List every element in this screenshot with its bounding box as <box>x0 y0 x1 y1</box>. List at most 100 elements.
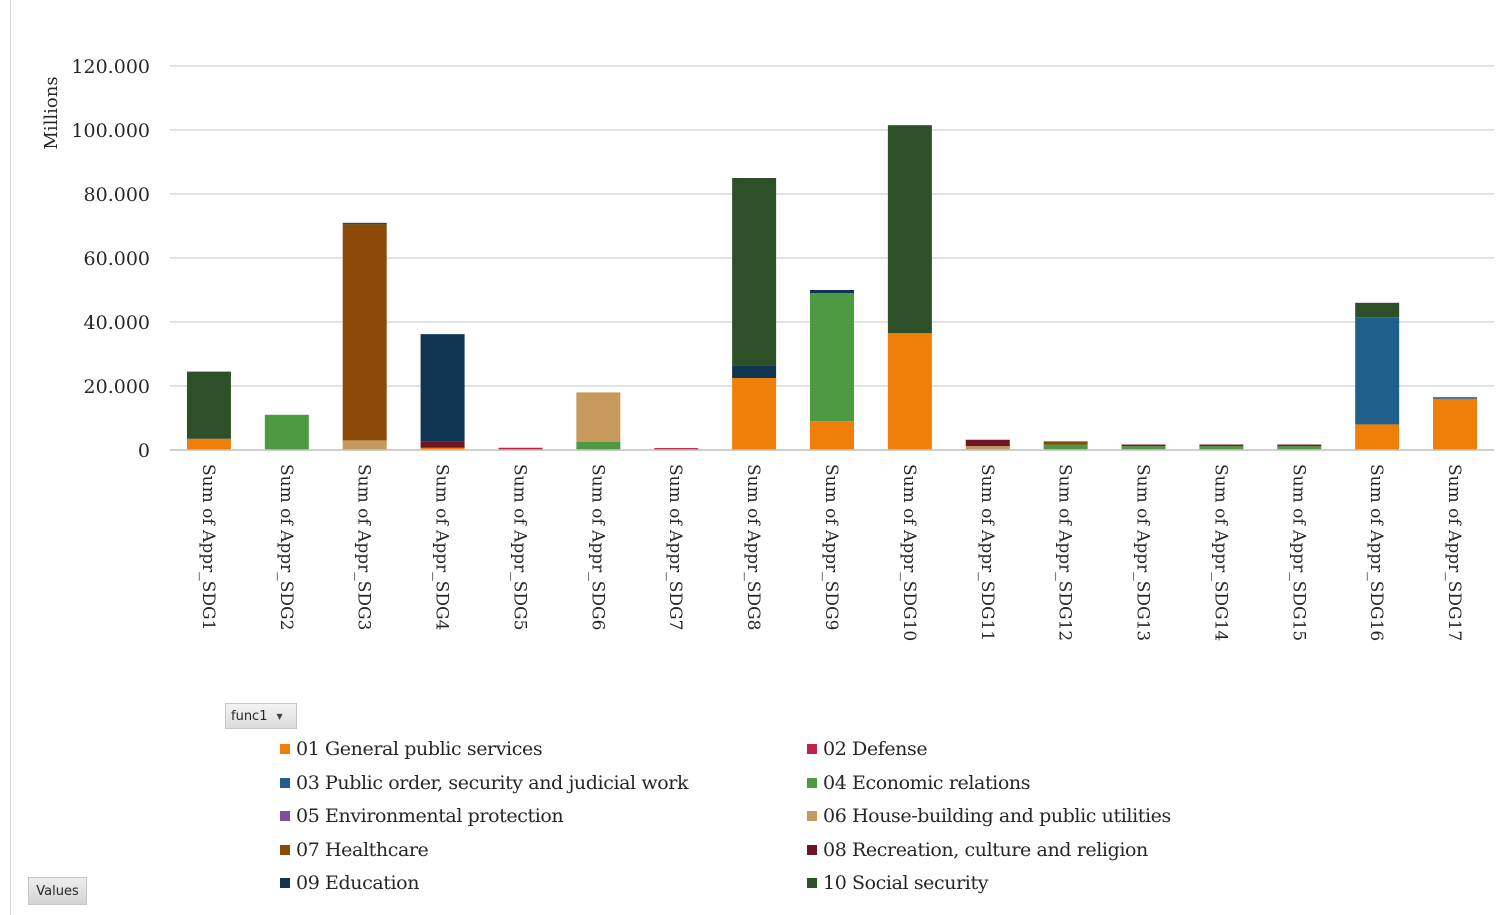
y-tick-label: 60.000 <box>84 248 150 270</box>
bar-segment <box>732 178 777 366</box>
bar-segment <box>1199 444 1244 447</box>
legend-label: 10 Social security <box>823 872 989 894</box>
bar-segment <box>264 414 309 450</box>
bar-segment <box>576 392 621 442</box>
bar-segment <box>342 440 387 450</box>
legend-swatch <box>807 744 817 754</box>
legend-swatch <box>280 844 290 855</box>
x-tick-label: Sum of Appr_SDG6 <box>587 464 607 630</box>
pivot-field-func1-button[interactable]: func1 ▼ <box>225 703 297 729</box>
legend-label: 08 Recreation, culture and religion <box>823 838 1148 861</box>
legend: 01 General public services 02 Defense 03 P… <box>280 736 1280 896</box>
x-tick-label: Sum of Appr_SDG15 <box>1288 464 1308 641</box>
bar-segment <box>1043 441 1088 445</box>
bar-segment <box>420 334 465 442</box>
bar-segment <box>654 448 699 450</box>
bar-segment <box>810 421 854 450</box>
legend-item: 05 Environmental protection <box>280 803 807 829</box>
legend-swatch <box>280 777 290 788</box>
bar-segment <box>1121 444 1166 447</box>
legend-swatch <box>807 844 817 855</box>
bar-segment <box>1355 302 1400 318</box>
bar-segment <box>1433 398 1478 450</box>
y-tick-label: 0 <box>138 440 150 462</box>
legend-item: 08 Recreation, culture and religion <box>807 837 1277 863</box>
legend-label: 07 Healthcare <box>296 838 429 861</box>
bar-segment <box>1355 317 1400 425</box>
bar-segment <box>1433 397 1478 399</box>
legend-label: 02 Defense <box>823 738 928 760</box>
y-axis-label: Millions <box>41 76 62 149</box>
bar-segment <box>1043 444 1088 450</box>
legend-label: 09 Education <box>296 872 420 894</box>
x-tick-label: Sum of Appr_SDG2 <box>276 464 296 630</box>
bar-segment <box>420 441 465 448</box>
bar-segment <box>498 447 543 450</box>
bar-segment <box>732 365 777 378</box>
bar-segment <box>186 438 231 450</box>
y-tick-label: 120.000 <box>71 56 150 78</box>
x-tick-label: Sum of Appr_SDG10 <box>899 464 919 641</box>
x-tick-label: Sum of Appr_SDG4 <box>432 464 452 630</box>
x-tick-label: Sum of Appr_SDG3 <box>354 464 374 630</box>
bar-segment <box>887 125 932 334</box>
chart-frame-border <box>10 0 11 915</box>
bar-segment <box>965 439 1010 447</box>
axes: 0 20.000 40.000 60.000 80.000 100.000 120.000 S… <box>71 56 1494 641</box>
legend-item: 06 House-building and public utilities <box>807 803 1277 829</box>
bar-segment <box>732 378 777 450</box>
bar-segment <box>186 371 231 439</box>
dropdown-arrow-icon: ▼ <box>276 711 283 721</box>
bar-segment <box>1121 446 1166 450</box>
pivot-field-label: func1 <box>231 708 268 724</box>
values-field-button[interactable]: Values <box>28 877 87 905</box>
legend-label: 05 Environmental protection <box>296 805 564 827</box>
x-tick-label: Sum of Appr_SDG7 <box>665 464 685 630</box>
x-tick-label: Sum of Appr_SDG17 <box>1444 464 1464 641</box>
bar-segment <box>1277 444 1322 447</box>
y-tick-label: 80.000 <box>84 184 150 206</box>
gridlines <box>170 65 1494 387</box>
legend-item: 09 Education <box>280 870 807 896</box>
legend-item: 10 Social security <box>807 870 1277 896</box>
legend-item: 03 Public order, security and judicial w… <box>280 770 807 796</box>
x-tick-label: Sum of Appr_SDG9 <box>821 464 841 630</box>
legend-swatch <box>280 744 290 754</box>
legend-label: 01 General public services <box>296 738 543 760</box>
bar-segment <box>810 290 854 294</box>
x-tick-label: Sum of Appr_SDG14 <box>1210 464 1230 641</box>
x-tick-label: Sum of Appr_SDG16 <box>1366 464 1386 641</box>
x-tick-label: Sum of Appr_SDG11 <box>977 464 997 641</box>
bar-segment <box>1199 446 1244 450</box>
bar-segment <box>1355 424 1400 450</box>
values-button-label: Values <box>36 883 79 899</box>
x-tick-label: Sum of Appr_SDG12 <box>1055 464 1075 641</box>
legend-label: 06 House-building and public utilities <box>823 805 1171 827</box>
legend-item: 01 General public services <box>280 736 807 762</box>
bar-segment <box>342 224 387 441</box>
y-tick-label: 20.000 <box>84 376 150 398</box>
x-tick-label: Sum of Appr_SDG1 <box>198 464 218 630</box>
bar-segment <box>887 333 932 450</box>
bars <box>186 125 1478 451</box>
y-tick-label: 40.000 <box>84 312 150 334</box>
bar-segment <box>342 222 387 225</box>
legend-item: 02 Defense <box>807 736 1277 762</box>
legend-item: 04 Economic relations <box>807 770 1277 796</box>
bar-segment <box>965 446 1010 450</box>
bar-segment <box>420 447 465 450</box>
y-tick-label: 100.000 <box>71 120 150 142</box>
legend-swatch <box>807 878 817 888</box>
x-tick-label: Sum of Appr_SDG13 <box>1133 464 1153 641</box>
bar-segment <box>1277 446 1322 450</box>
legend-label: 03 Public order, security and judicial w… <box>296 771 689 794</box>
bar-segment <box>576 442 621 450</box>
x-tick-label: Sum of Appr_SDG8 <box>743 464 763 630</box>
legend-swatch <box>280 878 290 888</box>
bar-segment <box>810 293 854 422</box>
legend-swatch <box>807 811 817 821</box>
legend-item: 07 Healthcare <box>280 837 807 863</box>
x-tick-label: Sum of Appr_SDG5 <box>509 464 529 630</box>
legend-swatch <box>280 811 290 821</box>
